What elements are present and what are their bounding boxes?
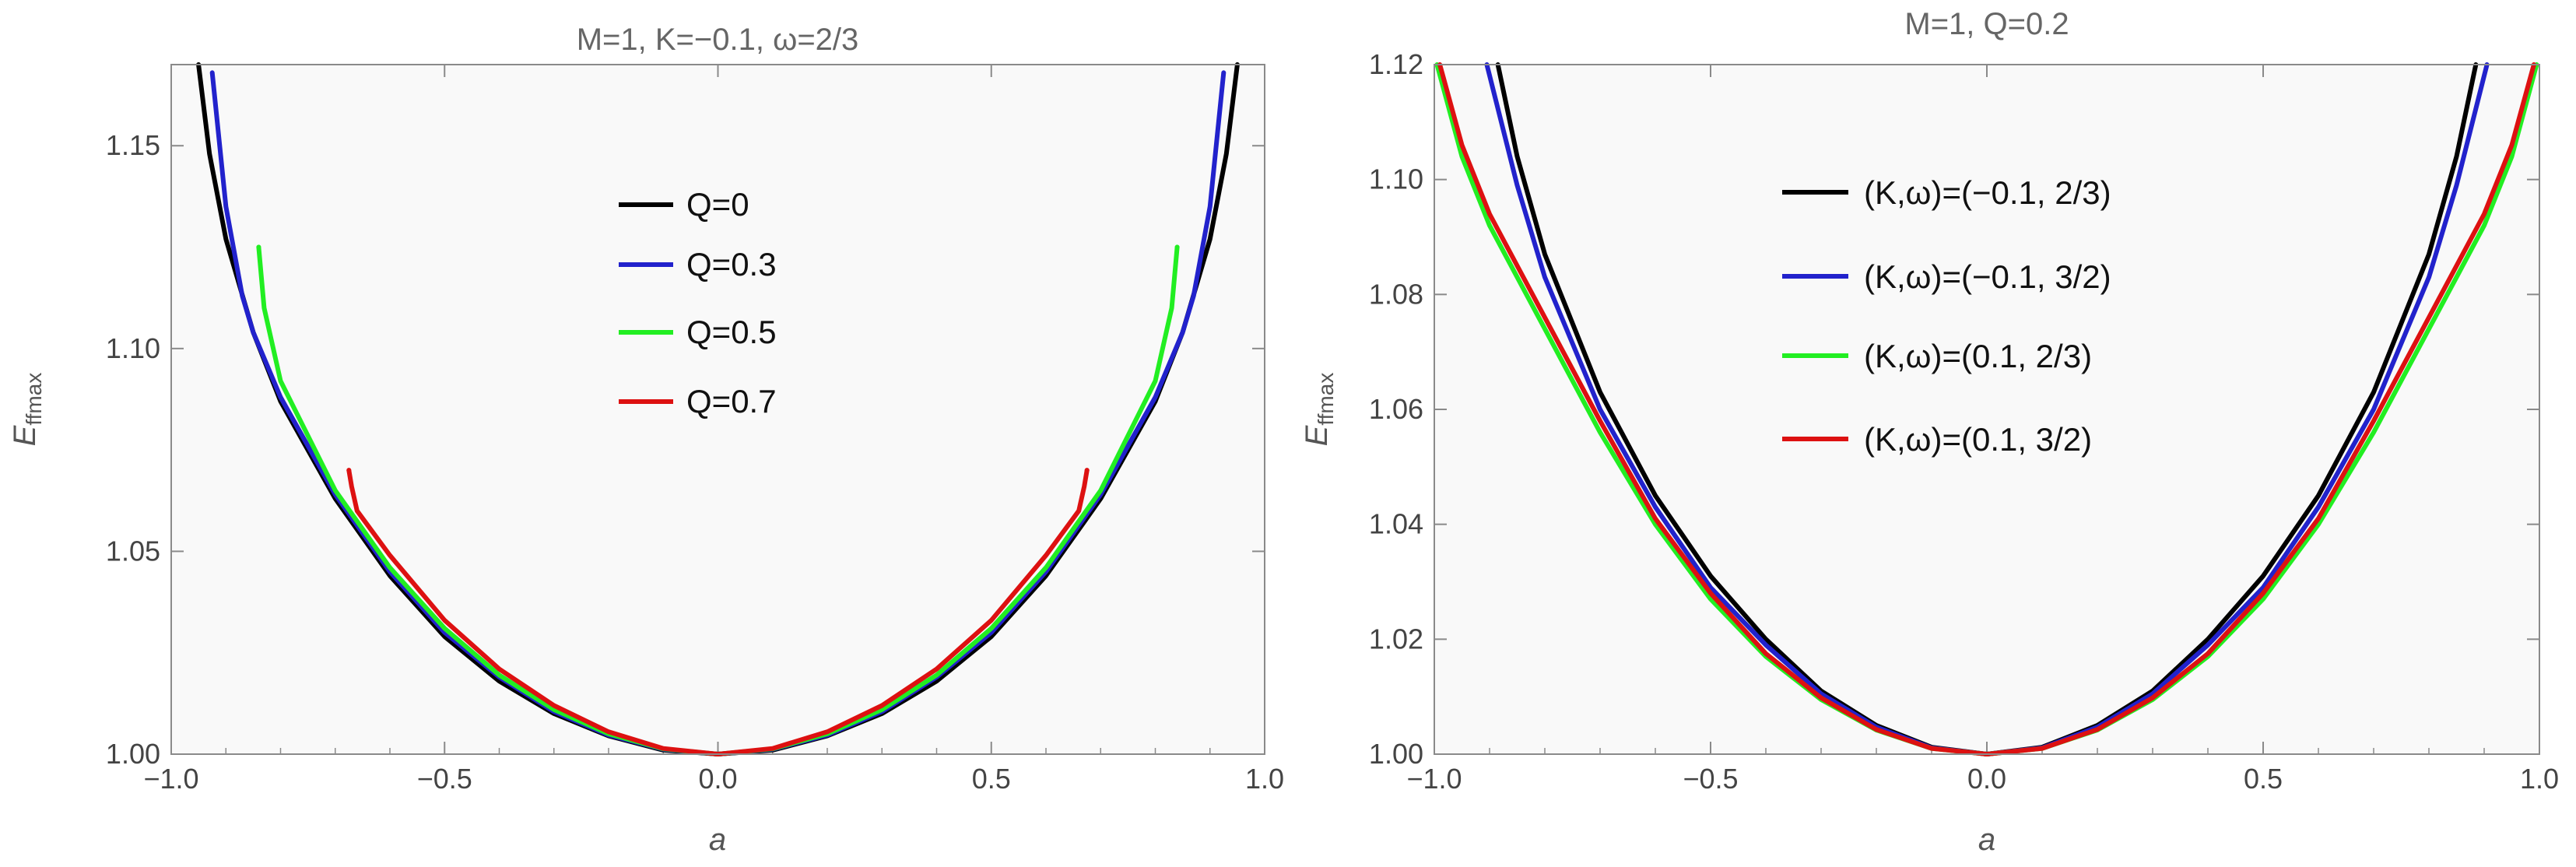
right-x-tick-label: −0.5 [1683,763,1738,795]
left-y-tick-label: 1.10 [106,332,160,364]
left-chart-title: M=1, K=−0.1, ω=2/3 [577,23,859,57]
right-x-tick-label: 0.0 [1967,763,2006,795]
left-x-tick-label: 0.0 [698,763,737,795]
left-legend-label-3: Q=0.5 [686,314,777,350]
right-plot-area [1434,65,2539,754]
left-y-axis-label-sub: ffmax [22,373,46,426]
left-ticks: −1.0 −0.5 0.0 0.5 1.0 1.00 1.05 1.10 1.15 [106,65,1284,795]
left-legend: Q=0 Q=0.3 Q=0.5 Q=0.7 [619,186,777,419]
right-y-tick-label: 1.12 [1369,48,1423,80]
right-y-tick-label: 1.00 [1369,738,1423,770]
left-x-axis-label: a [709,823,726,857]
left-chart-panel: M=1, K=−0.1, ω=2/3 Effmax a −1.0 −0.5 0.0 0… [8,23,1284,857]
right-legend-entry-2: (K,ω)=(−0.1, 3/2) [1782,258,2111,295]
right-y-axis-label-sub: ffmax [1314,373,1338,426]
left-series-3-endpoint [256,244,261,250]
left-y-axis-label-main: E [8,424,42,446]
left-y-tick-label: 1.00 [106,738,160,770]
right-legend-entry-4: (K,ω)=(0.1, 3/2) [1782,421,2092,458]
svg-text:Effmax: Effmax [1300,373,1338,447]
left-legend-label-4: Q=0.7 [686,383,777,419]
right-x-tick-label: 1.0 [2520,763,2559,795]
left-y-tick-label: 1.05 [106,535,160,567]
left-series-4-endpoint [1084,468,1090,473]
right-legend-entry-1: (K,ω)=(−0.1, 2/3) [1782,174,2111,211]
left-y-tick-label: 1.15 [106,129,160,161]
left-legend-label-2: Q=0.3 [686,246,777,283]
right-plot-frame [1434,64,2540,755]
left-legend-entry-4: Q=0.7 [619,383,777,419]
right-chart-title: M=1, Q=0.2 [1904,7,2069,41]
right-x-tick-label: −1.0 [1406,763,1462,795]
right-y-tick-label: 1.10 [1369,163,1423,195]
right-y-tick-label: 1.08 [1369,278,1423,310]
svg-text:Effmax: Effmax [8,373,46,447]
left-legend-entry-2: Q=0.3 [619,246,777,283]
left-series-3-endpoint [1174,244,1180,250]
right-chart-panel: M=1, Q=0.2 Effmax a −1.0 −0.5 0.0 0.5 1.0 1.0… [1300,7,2559,857]
right-legend-entry-3: (K,ω)=(0.1, 2/3) [1782,338,2092,374]
right-legend: (K,ω)=(−0.1, 2/3) (K,ω)=(−0.1, 3/2) (K,ω… [1782,174,2111,458]
right-legend-label-4: (K,ω)=(0.1, 3/2) [1864,421,2092,458]
left-plot-area [171,65,1265,754]
left-x-tick-label: 1.0 [1245,763,1284,795]
right-legend-label-2: (K,ω)=(−0.1, 3/2) [1864,258,2111,295]
right-x-axis-label: a [1978,823,1995,857]
right-x-tick-label: 0.5 [2244,763,2283,795]
left-series-4-endpoint [346,468,352,473]
right-y-tick-label: 1.02 [1369,623,1423,655]
left-legend-label-1: Q=0 [686,186,749,223]
right-y-axis-label-main: E [1300,424,1334,446]
left-x-tick-label: 0.5 [972,763,1011,795]
right-legend-label-1: (K,ω)=(−0.1, 2/3) [1864,174,2111,211]
right-y-tick-label: 1.04 [1369,508,1423,540]
right-legend-label-3: (K,ω)=(0.1, 2/3) [1864,338,2092,374]
left-plot-frame [170,64,1265,755]
right-y-axis-label: Effmax [1300,373,1338,447]
right-y-tick-label: 1.06 [1369,393,1423,425]
left-x-tick-label: −1.0 [143,763,198,795]
left-x-tick-label: −0.5 [417,763,472,795]
left-legend-entry-3: Q=0.5 [619,314,777,350]
left-y-axis-label: Effmax [8,373,46,447]
left-legend-entry-1: Q=0 [619,186,749,223]
